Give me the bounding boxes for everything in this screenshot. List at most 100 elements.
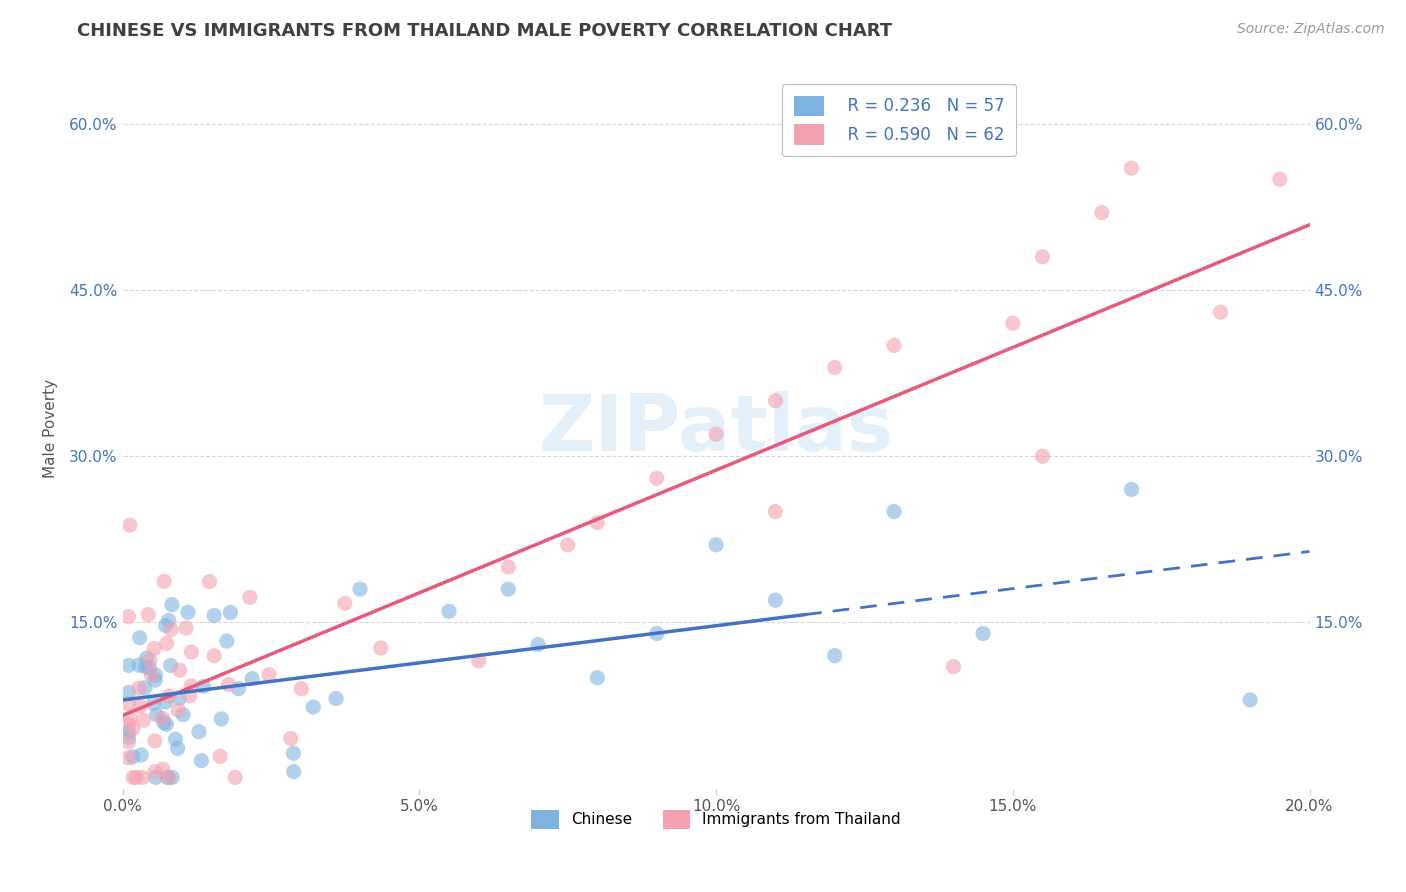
Point (117, 685, 139, 699)
Point (290, 681, 312, 696)
Point (155, 695, 177, 709)
Point (143, 734, 166, 748)
Point (122, 771, 145, 785)
Point (129, 747, 152, 762)
Point (883, 338, 905, 352)
Point (179, 689, 201, 703)
Point (160, 623, 183, 637)
Point (122, 722, 145, 736)
Point (180, 645, 202, 659)
Point (143, 764, 166, 779)
Point (152, 712, 174, 726)
Point (134, 681, 156, 695)
Point (190, 754, 212, 768)
Point (155, 618, 177, 632)
Point (209, 749, 232, 764)
Point (118, 518, 141, 533)
Point (586, 516, 609, 530)
Point (704, 538, 727, 552)
Point (117, 735, 139, 749)
Point (1268, 172, 1291, 186)
Point (117, 731, 139, 745)
Point (437, 604, 460, 618)
Point (167, 691, 190, 706)
Point (131, 771, 153, 785)
Point (645, 626, 668, 640)
Point (219, 606, 242, 620)
Point (153, 574, 176, 589)
Point (132, 713, 155, 727)
Point (1239, 693, 1261, 707)
Point (283, 764, 305, 779)
Point (1121, 483, 1143, 497)
Point (1031, 449, 1053, 463)
Text: Source: ZipAtlas.com: Source: ZipAtlas.com (1237, 22, 1385, 37)
Point (172, 707, 194, 722)
Point (143, 641, 166, 656)
Point (128, 681, 150, 695)
Point (180, 679, 202, 693)
Point (370, 640, 392, 655)
Point (177, 605, 200, 619)
Point (763, 593, 786, 607)
Point (557, 538, 579, 552)
Point (117, 609, 139, 624)
Point (209, 712, 232, 726)
Legend: Chinese, Immigrants from Thailand: Chinese, Immigrants from Thailand (524, 804, 907, 835)
Point (239, 591, 262, 605)
Point (325, 691, 347, 706)
Point (763, 505, 786, 519)
Point (527, 638, 550, 652)
Point (145, 707, 167, 722)
Point (1121, 161, 1143, 176)
Point (1091, 205, 1114, 219)
Point (135, 660, 157, 674)
Point (257, 667, 280, 681)
Point (128, 631, 150, 645)
Point (972, 626, 994, 640)
Point (174, 621, 197, 635)
Point (302, 700, 325, 714)
Point (159, 658, 181, 673)
Point (118, 711, 141, 725)
Point (165, 732, 187, 747)
Point (1031, 250, 1053, 264)
Point (125, 771, 148, 785)
Point (763, 393, 786, 408)
Point (145, 668, 167, 682)
Point (156, 771, 179, 785)
Point (167, 703, 190, 717)
Point (349, 582, 371, 596)
Text: ZIPatlas: ZIPatlas (538, 391, 894, 467)
Point (117, 717, 139, 731)
Point (187, 724, 209, 739)
Point (117, 751, 139, 765)
Point (883, 505, 905, 519)
Point (280, 731, 302, 746)
Point (228, 681, 250, 696)
Point (215, 634, 238, 648)
Point (152, 762, 174, 776)
Point (193, 679, 215, 693)
Point (117, 658, 139, 673)
Point (141, 668, 163, 682)
Point (198, 574, 221, 589)
Point (283, 746, 305, 760)
Point (202, 648, 225, 663)
Point (1001, 316, 1024, 330)
Point (156, 636, 179, 650)
Point (333, 596, 356, 610)
Point (240, 672, 263, 686)
Point (586, 671, 609, 685)
Point (218, 677, 240, 691)
Point (1209, 305, 1232, 319)
Point (498, 582, 520, 596)
Point (498, 560, 520, 574)
Point (166, 741, 188, 756)
Point (645, 471, 668, 485)
Point (224, 771, 246, 785)
Point (824, 648, 846, 663)
Point (169, 663, 191, 677)
Point (117, 724, 139, 739)
Point (157, 614, 180, 628)
